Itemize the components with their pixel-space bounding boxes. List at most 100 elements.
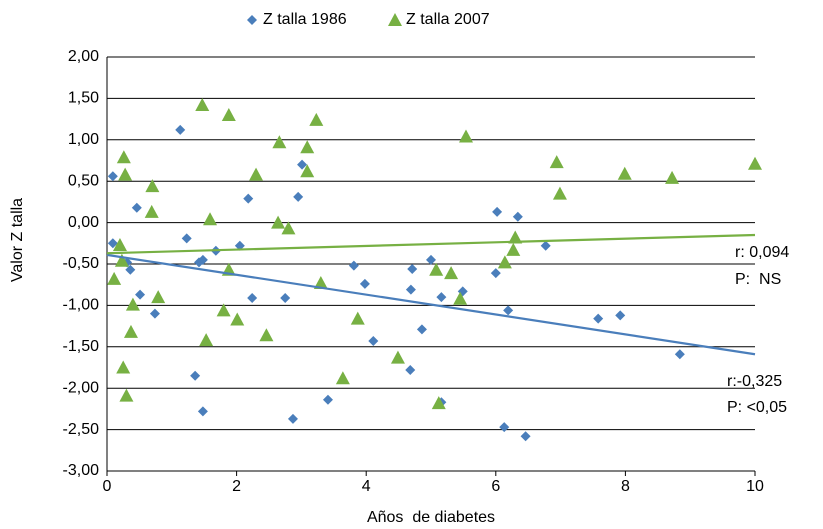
diamond-marker [197, 406, 208, 417]
triangle-marker [199, 333, 214, 347]
triangle-marker [195, 98, 210, 112]
triangle-marker [508, 230, 523, 244]
diamond-marker [368, 336, 379, 347]
y-tick-label: 2,00 [68, 48, 99, 65]
x-tick-label: 0 [103, 478, 112, 495]
triangle-marker [313, 276, 328, 290]
triangle-marker [665, 170, 680, 184]
triangle-marker [458, 129, 473, 143]
diamond-marker [492, 206, 503, 217]
diamond-marker [490, 268, 501, 279]
triangle-marker [114, 253, 129, 267]
diamond-marker [512, 211, 523, 222]
diamond-marker [503, 305, 514, 316]
diamond-marker [243, 193, 254, 204]
diamond-marker [190, 370, 201, 381]
triangle-marker [118, 167, 133, 181]
triangle-marker [453, 291, 468, 305]
triangle-marker [107, 271, 122, 285]
y-tick-label: 1,50 [68, 90, 99, 107]
y-tick-label: -1,00 [63, 297, 100, 314]
diamond-marker [348, 260, 359, 271]
triangle-marker [145, 179, 160, 193]
triangle-marker [271, 215, 286, 229]
diamond-marker [674, 349, 685, 360]
triangle-marker [549, 155, 564, 169]
y-tick-label: -0,50 [63, 255, 100, 272]
triangle-marker [272, 135, 287, 149]
triangle-marker [388, 13, 402, 26]
legend-label: Z talla 2007 [406, 11, 490, 28]
triangle-marker [281, 221, 296, 235]
triangle-marker [249, 167, 264, 181]
diamond-marker [359, 278, 370, 289]
diamond-marker [405, 364, 416, 375]
y-axis-title: Valor Z talla [9, 198, 26, 282]
x-tick-label: 2 [232, 478, 241, 495]
triangle-marker [125, 297, 140, 311]
triangle-marker [300, 140, 315, 154]
legend-label: Z talla 1986 [263, 11, 347, 28]
diamond-marker [322, 394, 333, 405]
triangle-marker [335, 371, 350, 385]
triangle-marker [144, 204, 159, 218]
triangle-marker [429, 262, 444, 276]
triangle-marker [444, 266, 459, 280]
diamond-marker [416, 324, 427, 335]
diamond-marker [405, 284, 416, 295]
y-tick-label: 0,50 [68, 172, 99, 189]
diamond-marker [107, 171, 118, 182]
diamond-marker [426, 254, 436, 265]
diamond-marker [247, 15, 257, 25]
y-tick-label: -2,50 [63, 421, 100, 438]
x-axis-title: Años de diabetes [367, 509, 495, 526]
triangle-marker [116, 360, 131, 374]
diamond-marker [125, 264, 136, 275]
x-tick-label: 4 [362, 478, 371, 495]
trend-line [106, 253, 756, 356]
annotation: r: 0,094 [735, 244, 789, 261]
annotation: r:-0,325 [727, 373, 782, 390]
diamond-marker [175, 124, 186, 135]
y-tick-label: 1,00 [68, 131, 99, 148]
y-tick-label: 0,00 [68, 214, 99, 231]
triangle-marker [203, 212, 218, 226]
annotation: P: <0,05 [727, 399, 787, 416]
triangle-marker [497, 255, 512, 269]
diamond-marker [615, 310, 626, 321]
trend-line [106, 233, 756, 255]
triangle-marker [116, 150, 131, 164]
triangle-marker [506, 242, 521, 256]
triangle-marker [617, 166, 632, 180]
triangle-marker [112, 237, 127, 251]
diamond-marker [197, 254, 208, 265]
triangle-marker [431, 396, 446, 410]
triangle-marker [123, 324, 138, 338]
diamond-marker [280, 292, 291, 303]
annotation: P: NS [735, 271, 781, 288]
diamond-marker [436, 292, 447, 303]
diamond-marker [247, 292, 258, 303]
diamond-marker [540, 240, 551, 251]
triangle-marker [309, 112, 324, 126]
triangle-marker [390, 350, 405, 364]
x-tick-label: 10 [746, 478, 764, 495]
y-tick-label: -2,00 [63, 379, 100, 396]
triangle-marker [119, 388, 134, 402]
diamond-marker [407, 263, 418, 274]
diamond-marker [293, 191, 304, 202]
x-tick-label: 6 [491, 478, 500, 495]
diamond-marker [131, 202, 142, 213]
triangle-marker [300, 164, 315, 178]
diamond-marker [149, 308, 160, 319]
diamond-marker [520, 431, 531, 442]
y-tick-label: -1,50 [63, 338, 100, 355]
triangle-marker [221, 107, 236, 121]
triangle-marker [259, 328, 274, 342]
triangle-marker [151, 290, 166, 304]
triangle-marker [748, 156, 762, 170]
diamond-marker [287, 413, 298, 424]
x-tick-label: 8 [621, 478, 630, 495]
triangle-marker [552, 186, 567, 200]
